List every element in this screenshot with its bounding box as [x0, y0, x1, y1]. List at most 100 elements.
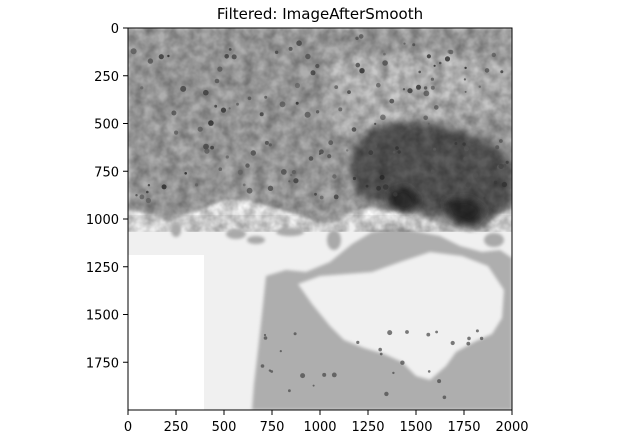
- speckle: [322, 372, 327, 377]
- speckle: [267, 185, 274, 191]
- x-tick-label: 0: [124, 420, 132, 435]
- speckle: [245, 163, 250, 168]
- speckle: [158, 54, 164, 60]
- speckle: [250, 150, 256, 156]
- speckle: [465, 182, 471, 188]
- speckle: [393, 192, 398, 197]
- speckle: [368, 150, 374, 156]
- speckle: [412, 43, 416, 47]
- speckle: [403, 42, 406, 45]
- speckle: [135, 194, 138, 197]
- speckle: [259, 112, 264, 117]
- speckle: [433, 147, 437, 151]
- speckle: [236, 102, 239, 106]
- speckle: [242, 183, 246, 187]
- speckle: [312, 384, 315, 387]
- speckle: [483, 196, 486, 199]
- speckle: [423, 86, 428, 90]
- speckle: [493, 180, 498, 185]
- y-tick-label: 0: [111, 22, 119, 37]
- speckle: [435, 330, 438, 334]
- speckle: [449, 150, 452, 153]
- speckle: [225, 155, 229, 159]
- plot-title: Filtered: ImageAfterSmooth: [217, 5, 423, 23]
- speckle: [220, 107, 227, 113]
- speckle: [293, 178, 299, 184]
- speckle: [147, 184, 151, 187]
- speckle: [414, 178, 419, 182]
- speckle: [499, 139, 503, 143]
- speckle: [145, 197, 151, 204]
- speckle: [378, 347, 383, 352]
- speckle: [450, 340, 455, 346]
- x-tick-label: 1000: [303, 420, 336, 435]
- speckle: [263, 336, 268, 340]
- speckle: [308, 156, 314, 161]
- speckle: [463, 146, 469, 152]
- speckle: [407, 88, 413, 94]
- x-tick-label: 250: [164, 420, 189, 435]
- light-background-left: [128, 215, 208, 255]
- speckle: [279, 101, 286, 108]
- tissue-fragments: [171, 223, 504, 250]
- speckle: [347, 90, 351, 94]
- light-lobe: [298, 252, 504, 380]
- speckle: [434, 105, 439, 110]
- speckle: [444, 56, 451, 62]
- speckle: [171, 110, 177, 116]
- speckle: [140, 86, 144, 90]
- speckle: [214, 104, 218, 108]
- speckle: [379, 174, 385, 180]
- speckle: [288, 389, 291, 393]
- speckle: [338, 107, 343, 112]
- speckle: [333, 194, 339, 200]
- speckle: [376, 82, 381, 88]
- x-tick-label: 1250: [351, 420, 384, 435]
- speckle: [397, 150, 401, 154]
- speckle: [218, 167, 223, 171]
- speckle: [231, 54, 237, 60]
- speckle: [358, 34, 364, 39]
- speckle: [479, 336, 484, 341]
- speckle: [355, 62, 361, 68]
- speckle: [208, 120, 214, 126]
- speckle: [214, 78, 220, 84]
- speckle: [197, 126, 203, 132]
- speckle: [501, 181, 507, 188]
- speckle: [147, 58, 154, 64]
- dark-speckles: [130, 34, 509, 400]
- speckle: [427, 122, 430, 125]
- speckle: [467, 336, 471, 341]
- speckle: [260, 364, 265, 368]
- speckle: [352, 176, 356, 181]
- speckle: [264, 140, 269, 145]
- speckle: [290, 173, 293, 177]
- speckle: [174, 130, 179, 135]
- speckle: [402, 88, 406, 91]
- speckle: [392, 371, 395, 375]
- speckle: [288, 180, 291, 183]
- speckle: [334, 85, 339, 89]
- x-tick-label: 500: [212, 420, 237, 435]
- y-tick-label: 500: [94, 118, 119, 133]
- speckle: [427, 370, 431, 373]
- speckle: [463, 78, 466, 81]
- y-tick-label: 750: [94, 165, 119, 180]
- speckle: [247, 96, 252, 101]
- y-axis: 0 250 500 750 1000 1250 1500 1750: [86, 22, 128, 371]
- speckle: [423, 115, 429, 121]
- speckle: [430, 85, 435, 90]
- speckle: [426, 332, 431, 337]
- speckle: [351, 127, 357, 132]
- speckle: [139, 194, 145, 200]
- speckle: [161, 184, 167, 190]
- speckle: [472, 172, 479, 179]
- speckle: [328, 140, 334, 146]
- speckle: [180, 85, 187, 92]
- speckle: [380, 114, 386, 121]
- speckle: [365, 184, 369, 188]
- speckle: [228, 107, 231, 110]
- speckle: [146, 190, 149, 194]
- speckle: [279, 350, 282, 353]
